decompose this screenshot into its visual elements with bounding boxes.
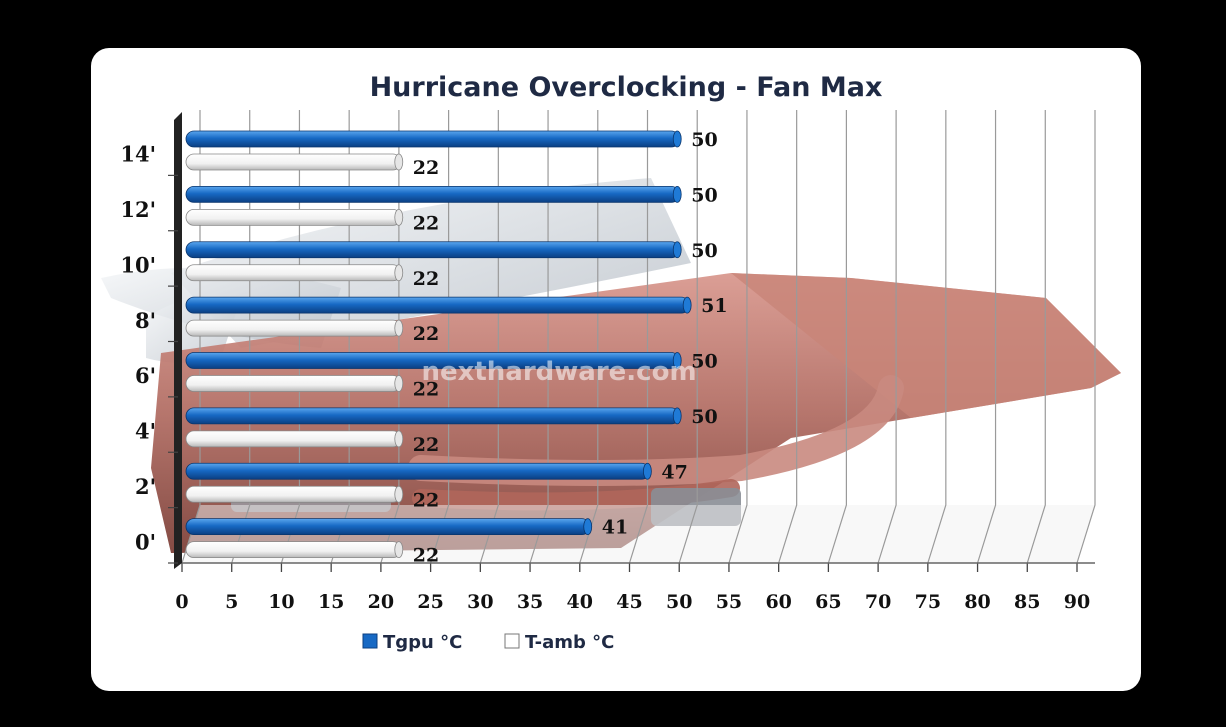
bar-tgpu-7 [185,130,680,148]
grid-line-14 [877,110,897,564]
bar-chart: 0 5 10 15 20 25 30 35 40 45 50 55 60 65 70 75 80 85 90 0' 2'… [101,72,1121,653]
bar-cap-tamb-5 [394,264,404,282]
x-tick-label-9: 45 [616,591,642,613]
y-tick-label-6: 12' [120,197,156,222]
bar-tgpu-6 [185,185,680,203]
bar-tamb-7 [185,153,402,171]
x-tick-label-11: 55 [716,591,742,613]
x-tick-label-15: 75 [915,591,941,613]
x-tick-label-4: 20 [368,591,394,613]
bar-cap-tgpu-3 [672,352,682,369]
bar-cap-tgpu-5 [672,241,682,259]
bar-cap-tamb-3 [394,375,404,392]
data-label-tamb-7: 22 [413,157,439,179]
data-label-tamb-6: 22 [413,212,439,234]
grid-line-17 [1026,110,1046,564]
data-label-tgpu-4: 51 [701,295,727,317]
data-label-tgpu-0: 41 [602,517,628,539]
x-tick-label-1: 5 [225,591,238,613]
bar-cap-tamb-1 [394,485,404,503]
y-tick-label-7: 14' [120,142,156,167]
bar-tgpu-4 [185,296,690,314]
data-label-tgpu-5: 50 [691,240,717,262]
grid-line-15 [927,110,947,564]
data-label-tamb-1: 22 [413,489,439,511]
data-label-tgpu-6: 50 [691,184,717,206]
data-label-tamb-2: 22 [413,434,439,456]
data-label-tgpu-3: 50 [691,351,717,373]
data-label-tamb-3: 22 [413,379,439,401]
data-label-tamb-4: 22 [413,323,439,345]
data-label-tamb-5: 22 [413,268,439,290]
grid-line-16 [976,110,997,564]
value-labels: 41 22 47 22 50 22 50 22 51 22 50 22 50 22 50 22 [413,129,728,567]
data-label-tgpu-7: 50 [691,129,717,151]
bar-cap-tamb-6 [394,208,404,226]
legend: Tgpu °C T-amb °C [362,632,614,653]
bar-cap-tamb-7 [394,153,404,171]
bar-tamb-2 [185,430,402,448]
data-label-tgpu-1: 47 [661,461,687,483]
data-label-tgpu-2: 50 [691,406,717,428]
legend-swatch-tgpu [362,633,378,649]
grid-line-11 [728,110,748,564]
x-tick-label-8: 40 [567,591,593,613]
bar-tgpu-2 [185,407,680,425]
x-tick-label-5: 25 [417,591,443,613]
x-tick-label-17: 85 [1014,591,1040,613]
bar-tamb-3 [185,375,402,392]
x-tick-label-16: 80 [964,591,990,613]
y-tick-label-2: 4' [135,419,156,444]
bar-cap-tgpu-6 [672,185,682,203]
x-tick-label-10: 50 [666,591,692,613]
bar-cap-tamb-2 [394,430,404,448]
bar-tgpu-1 [185,462,650,480]
chart-frame: 0 5 10 15 20 25 30 35 40 45 50 55 60 65 70 75 80 85 90 0' 2'… [91,48,1141,691]
y-tick-label-3: 6' [135,363,156,388]
legend-label-tamb: T-amb °C [525,632,614,653]
bar-tamb-5 [185,264,402,282]
x-tick-label-14: 70 [865,591,891,613]
x-tick-label-7: 35 [517,591,543,613]
bar-cap-tgpu-4 [682,296,692,314]
bar-tgpu-5 [185,241,680,259]
axes: 0 5 10 15 20 25 30 35 40 45 50 55 60 65 70 75 80 85 90 0' 2'… [120,112,1095,613]
grid-line-12 [778,110,798,564]
legend-swatch-tamb [504,633,520,649]
x-tick-label-6: 30 [467,591,493,613]
bar-tgpu-0 [185,518,591,536]
bar-tamb-4 [185,319,402,337]
bars [185,130,692,559]
watermark-text: nexthardware.com [421,357,696,387]
y-axis-wall [174,112,182,569]
x-tick-label-2: 10 [268,591,294,613]
y-tick-label-0: 0' [135,529,156,554]
grid-line-10 [678,110,698,564]
bar-cap-tamb-0 [394,541,404,559]
x-tick-label-0: 0 [175,591,188,613]
bar-cap-tgpu-7 [672,130,682,148]
grid-line-13 [827,110,847,564]
y-tick-label-1: 2' [135,474,156,499]
bar-tamb-0 [185,541,402,559]
x-tick-label-12: 60 [765,591,791,613]
bar-cap-tgpu-0 [583,518,593,536]
x-tick-label-13: 65 [815,591,841,613]
bar-tamb-1 [185,485,402,503]
x-tick-label-3: 15 [318,591,344,613]
grid-line-18 [1076,110,1096,564]
y-tick-label-4: 8' [135,308,156,333]
bar-cap-tgpu-1 [642,462,652,480]
legend-label-tgpu: Tgpu °C [383,632,462,653]
x-tick-label-18: 90 [1064,591,1090,613]
bar-tamb-6 [185,208,402,226]
bar-cap-tgpu-2 [672,407,682,425]
data-label-tamb-0: 22 [413,545,439,567]
chart-title: Hurricane Overclocking - Fan Max [370,72,883,103]
bar-cap-tamb-4 [394,319,404,337]
y-tick-label-5: 10' [120,252,156,277]
